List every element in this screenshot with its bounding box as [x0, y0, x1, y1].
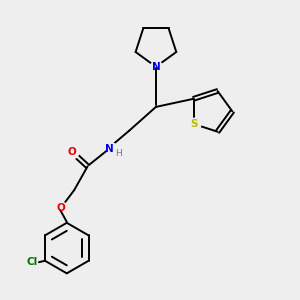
Text: N: N [152, 62, 160, 72]
Text: S: S [190, 119, 197, 129]
Text: Cl: Cl [27, 257, 38, 267]
Text: O: O [56, 203, 65, 213]
Text: N: N [106, 143, 114, 154]
Text: H: H [115, 149, 122, 158]
Text: O: O [68, 147, 76, 157]
